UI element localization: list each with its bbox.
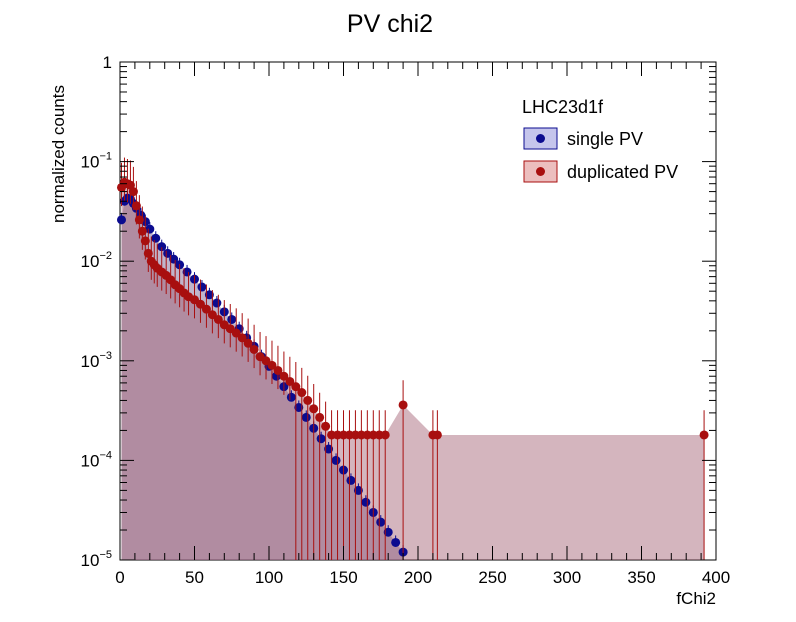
legend-marker-single-pv bbox=[536, 134, 545, 143]
x-tick-label: 400 bbox=[702, 568, 730, 587]
data-point bbox=[291, 382, 301, 392]
data-point bbox=[315, 412, 325, 422]
y-tick-label: 10−1 bbox=[81, 151, 112, 172]
data-point bbox=[346, 475, 356, 485]
series-layer bbox=[116, 157, 709, 560]
data-point bbox=[151, 233, 161, 243]
data-point bbox=[303, 395, 313, 405]
data-point bbox=[137, 226, 147, 236]
data-point bbox=[398, 400, 408, 410]
data-point bbox=[140, 236, 150, 246]
y-axis-label: normalized counts bbox=[49, 85, 68, 223]
data-point bbox=[309, 404, 319, 414]
histogram-fill-duplicated-pv bbox=[121, 182, 705, 561]
data-point bbox=[301, 412, 311, 422]
y-tick-label: 1 bbox=[103, 53, 112, 72]
histogram-fill-single-pv bbox=[121, 198, 404, 560]
legend-marker-duplicated-pv bbox=[536, 167, 545, 176]
data-point bbox=[285, 376, 295, 386]
chart-title: PV chi2 bbox=[347, 10, 433, 38]
data-point bbox=[212, 298, 222, 308]
x-tick-label: 50 bbox=[185, 568, 204, 587]
x-tick-label: 0 bbox=[115, 568, 124, 587]
data-point bbox=[699, 430, 709, 440]
data-point bbox=[294, 402, 304, 412]
data-point bbox=[227, 314, 237, 324]
data-point bbox=[213, 314, 223, 324]
data-point bbox=[182, 267, 192, 277]
data-point bbox=[376, 517, 386, 527]
data-point bbox=[134, 215, 144, 225]
y-tick-label: 10−2 bbox=[81, 250, 112, 271]
data-point bbox=[201, 304, 211, 314]
legend-header: LHC23d1f bbox=[522, 97, 604, 117]
data-point bbox=[331, 455, 341, 465]
legend: LHC23d1f single PV duplicated PV bbox=[522, 97, 678, 183]
data-point bbox=[143, 248, 153, 258]
y-tick-label: 10−3 bbox=[81, 350, 112, 371]
data-point bbox=[163, 248, 173, 258]
data-point bbox=[316, 434, 326, 444]
x-tick-label: 100 bbox=[255, 568, 283, 587]
legend-label-duplicated-pv: duplicated PV bbox=[567, 162, 678, 182]
data-point bbox=[204, 290, 214, 300]
y-tick-label: 10−5 bbox=[81, 549, 112, 570]
data-point bbox=[243, 338, 253, 348]
x-axis-label: fChi2 bbox=[676, 589, 716, 608]
data-point bbox=[116, 215, 126, 225]
data-point bbox=[169, 254, 179, 264]
data-point bbox=[324, 444, 334, 454]
axis-layer: 0 50 100 150 200 250 300 350 400 1 10−1 10−2 10−3 10−… bbox=[81, 53, 731, 587]
data-point bbox=[432, 430, 442, 440]
data-point bbox=[128, 187, 138, 197]
data-point bbox=[297, 388, 307, 398]
data-point bbox=[145, 224, 155, 234]
data-point bbox=[249, 344, 259, 354]
data-point bbox=[353, 485, 363, 495]
data-point bbox=[195, 299, 205, 309]
x-tick-label: 250 bbox=[478, 568, 506, 587]
data-point bbox=[131, 201, 141, 211]
legend-label-single-pv: single PV bbox=[567, 129, 643, 149]
data-point bbox=[391, 537, 401, 547]
data-point bbox=[237, 333, 247, 343]
data-point bbox=[197, 282, 207, 292]
data-point bbox=[361, 497, 371, 507]
data-point bbox=[157, 242, 167, 252]
data-point bbox=[380, 430, 390, 440]
data-point bbox=[383, 527, 393, 537]
data-point bbox=[267, 360, 277, 370]
legend-entry-single-pv: single PV bbox=[523, 127, 643, 150]
series-duplicated-pv bbox=[116, 157, 709, 560]
data-point bbox=[321, 421, 331, 431]
x-tick-label: 150 bbox=[329, 568, 357, 587]
legend-entry-duplicated-pv: duplicated PV bbox=[523, 160, 678, 183]
data-point bbox=[286, 392, 296, 402]
x-tick-label: 300 bbox=[553, 568, 581, 587]
data-point bbox=[273, 365, 283, 375]
x-tick-label: 350 bbox=[627, 568, 655, 587]
histogram-fill-layer bbox=[121, 182, 705, 561]
y-tick-label: 10−4 bbox=[81, 449, 112, 470]
data-point bbox=[231, 328, 241, 338]
data-point bbox=[279, 371, 289, 381]
x-tick-label: 200 bbox=[404, 568, 432, 587]
